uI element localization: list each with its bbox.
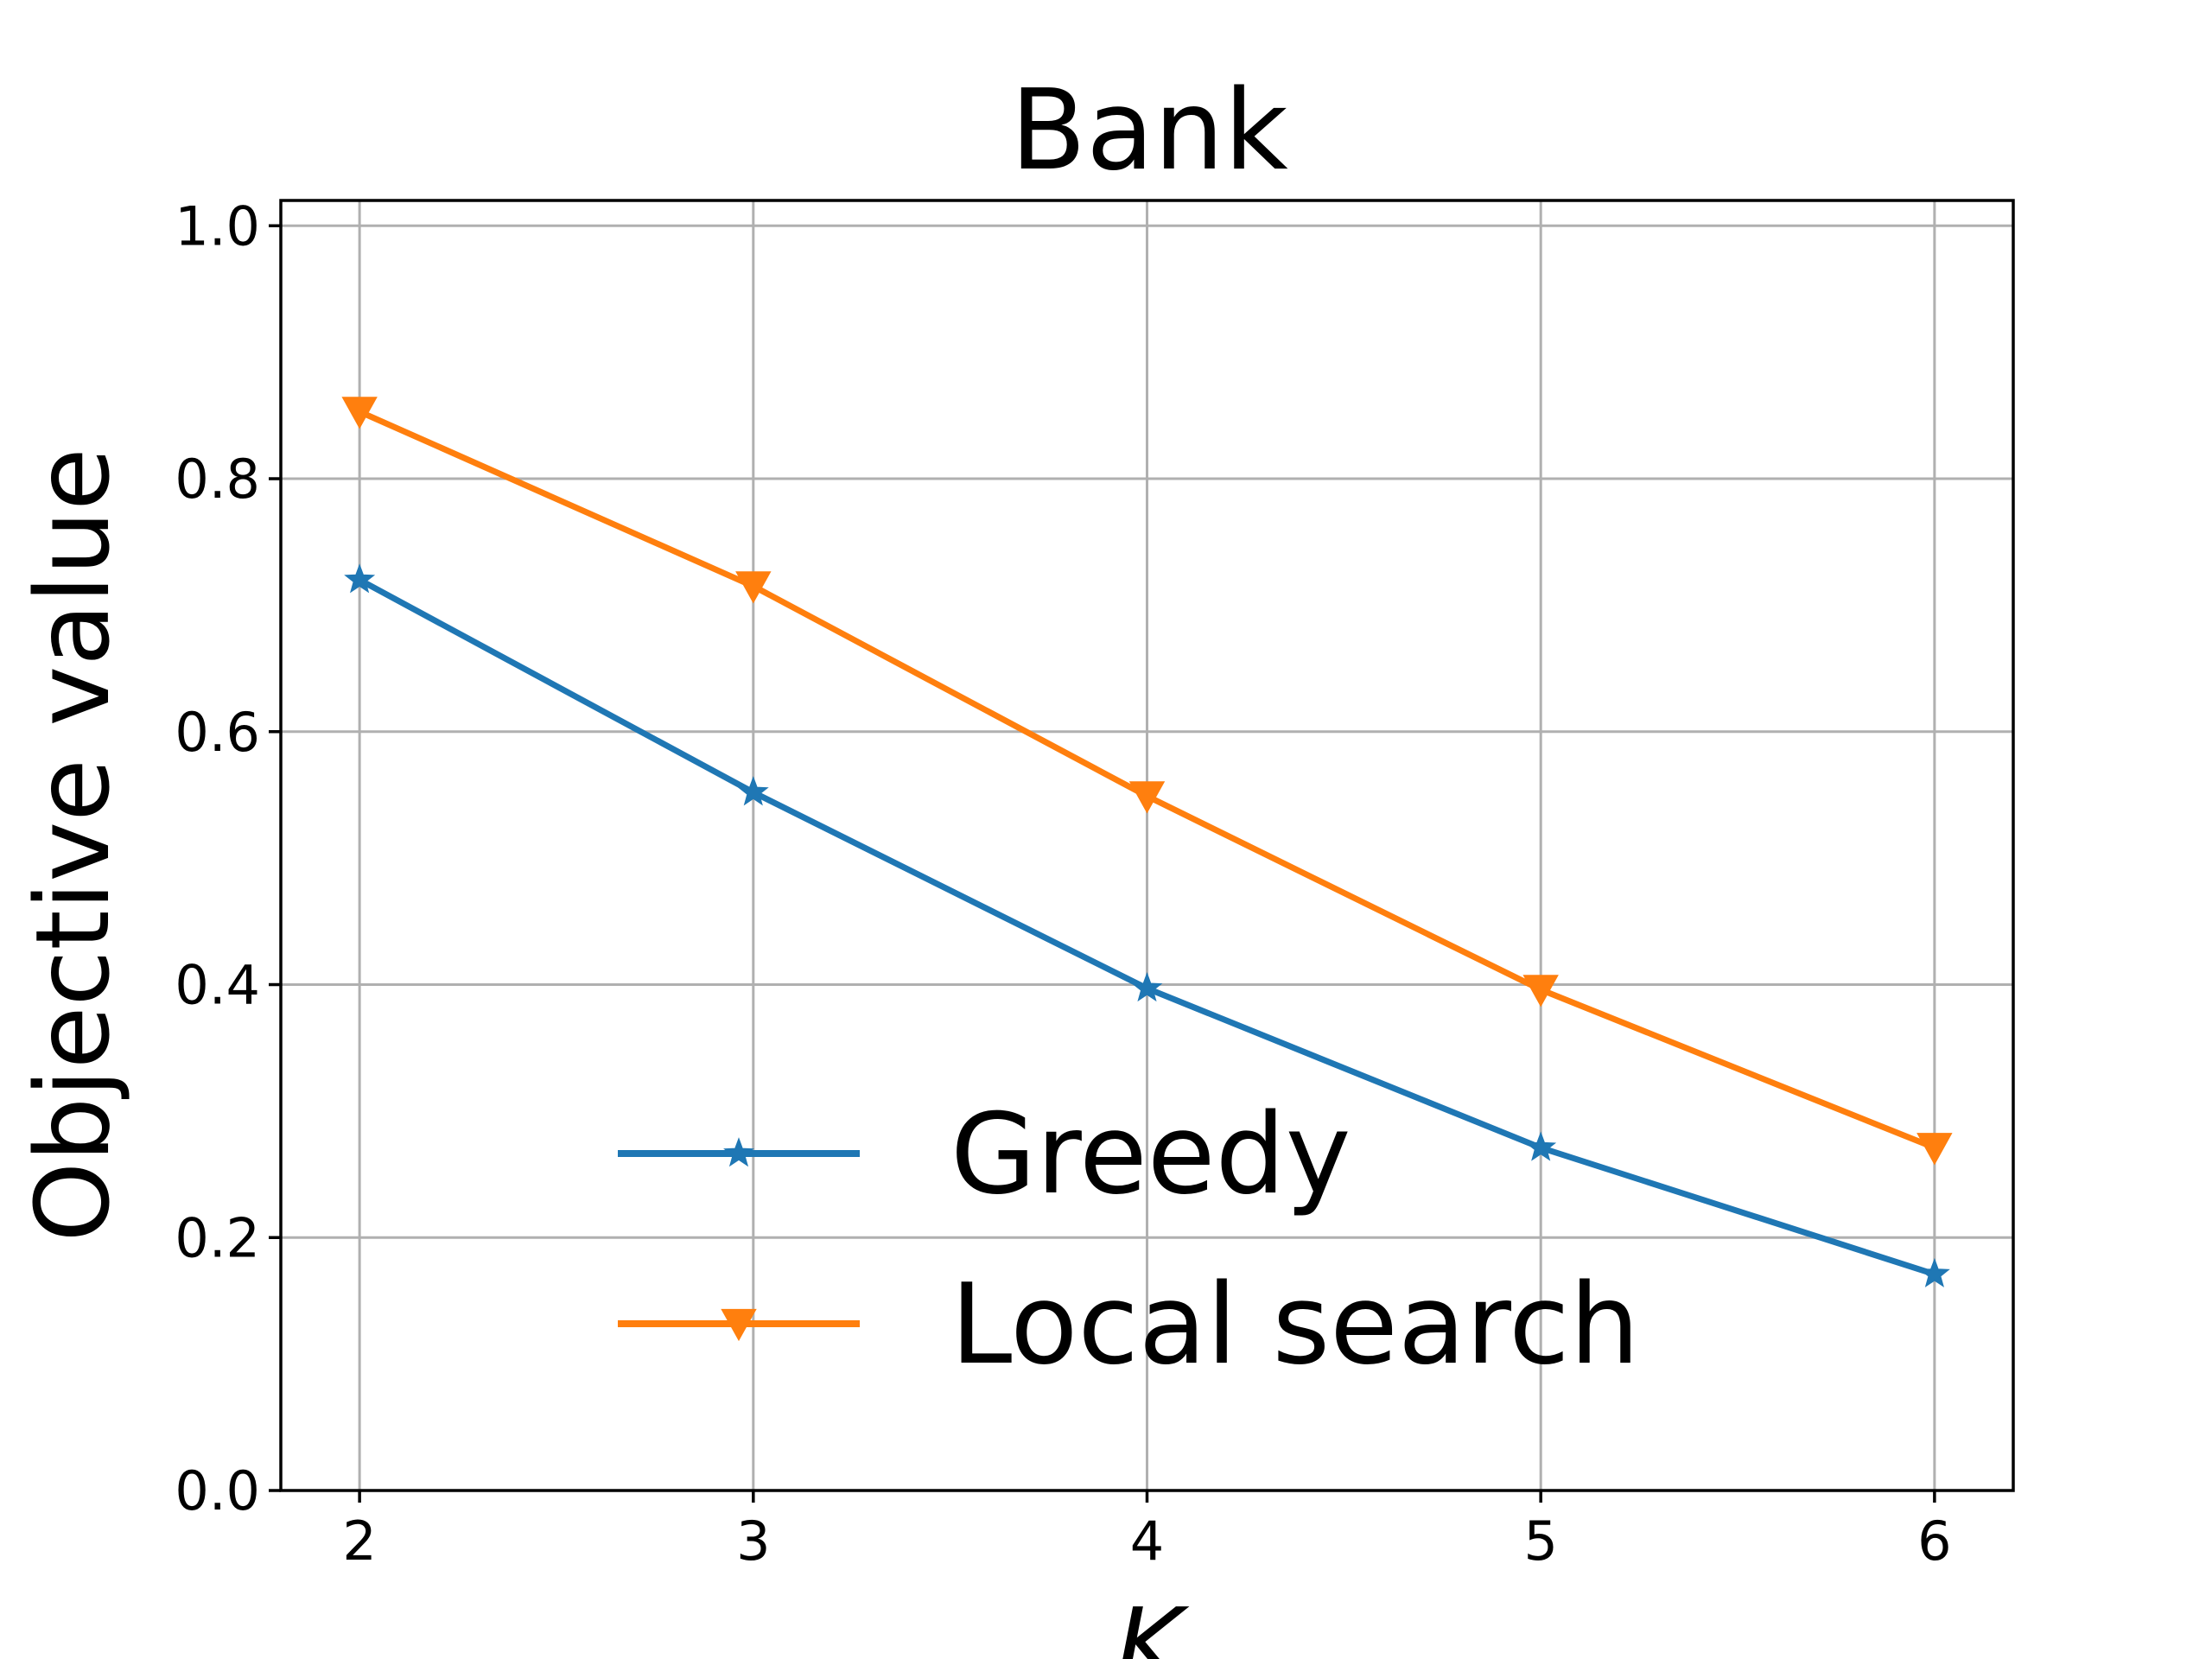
data-point bbox=[1918, 1257, 1950, 1287]
x-tick-label: 4 bbox=[1130, 1510, 1164, 1573]
data-point bbox=[1522, 975, 1559, 1007]
legend: Greedy Local search bbox=[618, 1090, 1640, 1389]
series-local-search bbox=[341, 397, 1953, 1166]
data-point bbox=[341, 397, 378, 429]
data-point bbox=[1131, 972, 1163, 1002]
legend-entry: Greedy bbox=[618, 1090, 1351, 1219]
data-point bbox=[737, 776, 769, 806]
legend-marker bbox=[723, 1137, 754, 1167]
y-tick-label: 1.0 bbox=[175, 194, 260, 257]
data-point bbox=[344, 563, 376, 594]
y-tick-label: 0.0 bbox=[175, 1459, 260, 1522]
y-tick-label: 0.2 bbox=[175, 1206, 260, 1269]
x-tick-label: 6 bbox=[1917, 1510, 1951, 1573]
series-greedy bbox=[344, 563, 1950, 1287]
legend-label: Greedy bbox=[950, 1090, 1351, 1219]
x-tick-label: 2 bbox=[342, 1510, 376, 1573]
data-point bbox=[735, 571, 772, 604]
legend-entry: Local search bbox=[618, 1261, 1640, 1389]
data-point bbox=[1128, 781, 1166, 814]
legend-marker bbox=[721, 1308, 757, 1342]
legend-label: Local search bbox=[950, 1261, 1640, 1389]
plot-series bbox=[341, 397, 1953, 1287]
x-tick-label: 3 bbox=[736, 1510, 770, 1573]
data-point bbox=[1525, 1131, 1557, 1161]
data-point bbox=[1916, 1133, 1953, 1166]
y-tick-label: 0.8 bbox=[175, 448, 260, 511]
x-axis-label: K bbox=[1116, 1586, 1190, 1659]
x-tick-label: 5 bbox=[1523, 1510, 1557, 1573]
y-tick-label: 0.6 bbox=[175, 701, 260, 764]
y-axis-label: Objective value bbox=[13, 448, 132, 1242]
axis-ticks: 2 3 4 5 6 0.0 0.2 0.4 0.6 0.8 1.0 bbox=[175, 194, 1951, 1573]
chart-title: Bank bbox=[1010, 67, 1288, 195]
y-tick-label: 0.4 bbox=[175, 954, 260, 1017]
